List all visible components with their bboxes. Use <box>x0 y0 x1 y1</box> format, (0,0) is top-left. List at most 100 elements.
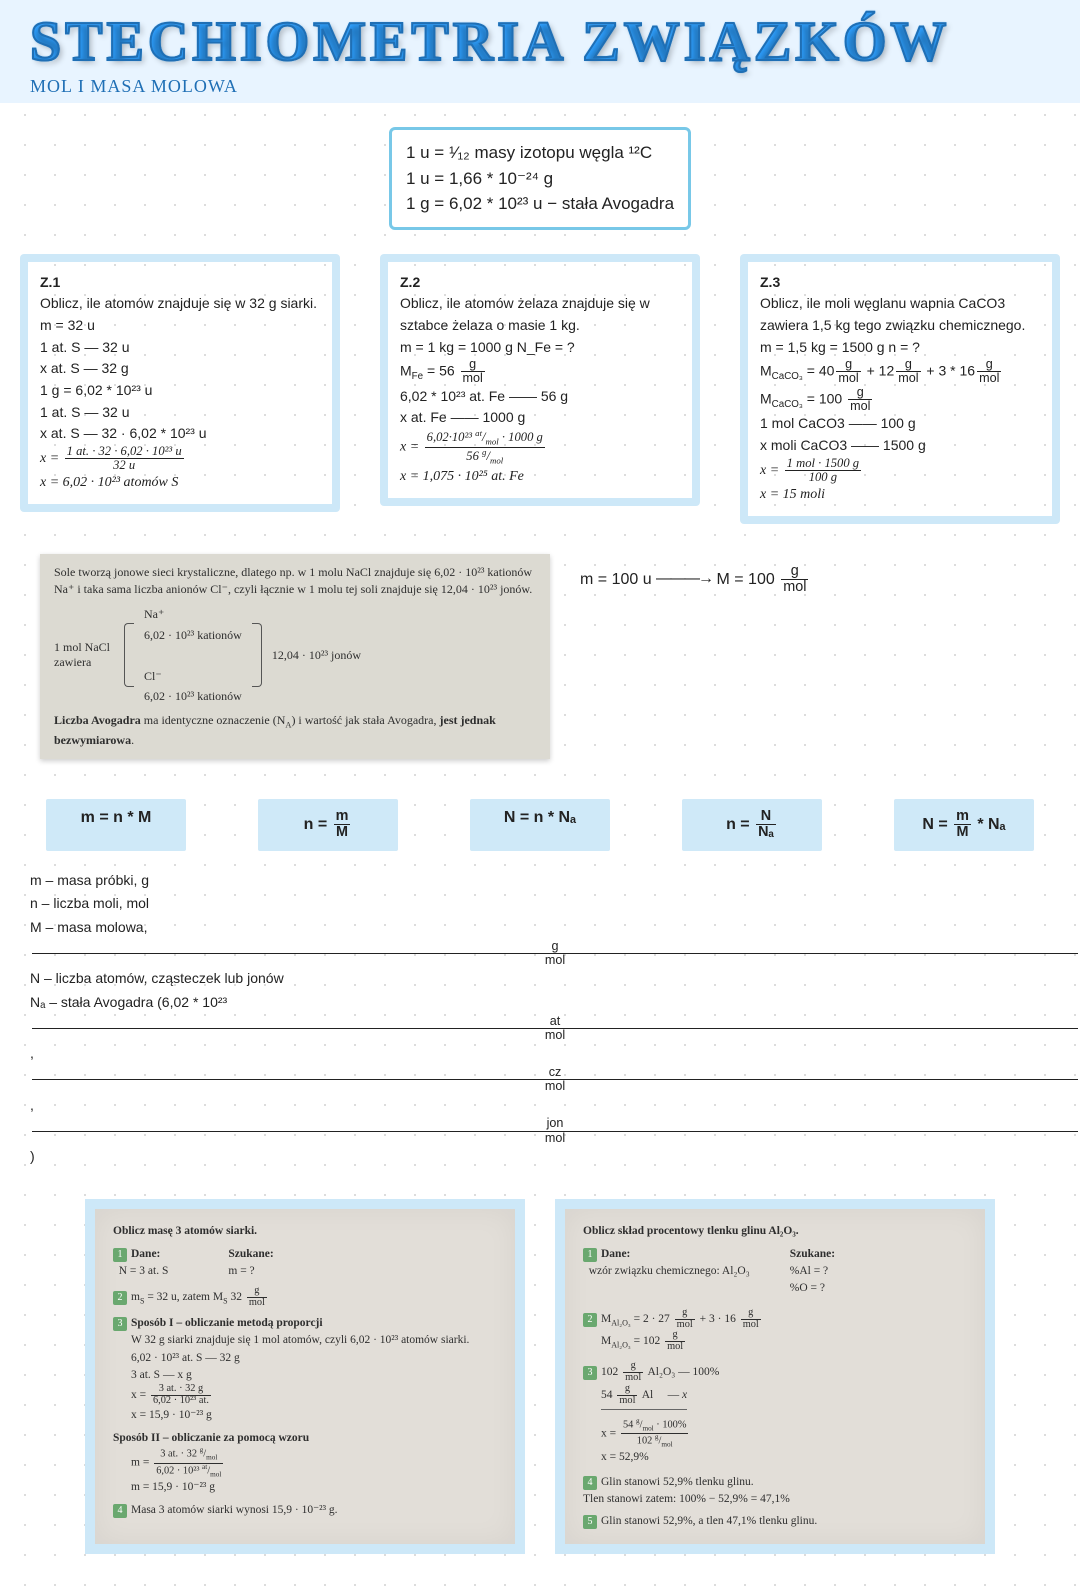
wk1-title: Oblicz masę 3 atomów siarki. <box>113 1225 257 1237</box>
wk1-s2: mS = 32 u, zatem MS 32 gmol <box>131 1291 269 1303</box>
wk1-sp2a: m = 3 at. · 32 g/mol6,02 · 10²³ at/mol <box>131 1447 497 1478</box>
worked-example-2: Oblicz skład procentowy tlenku glinu Al₂… <box>555 1199 995 1554</box>
formula-N: N = n * Nₐ <box>470 799 610 850</box>
aside-mass-molar: m = 100 u ———→ M = 100 gmol <box>580 564 980 595</box>
z1-l0: m = 32 u <box>40 315 320 337</box>
wk2-s3d: x = 52,9% <box>601 1449 967 1466</box>
wk1-ans: Masa 3 atomów siarki wynosi 15,9 · 10⁻²³… <box>131 1504 338 1516</box>
wk1-sp1d: x = 3 at. · 32 g6,02 · 10²³ at. <box>131 1384 497 1407</box>
z1-l6: x = 1 at. · 32 · 6,02 · 10²³ u32 u <box>40 445 320 472</box>
z2-l5: x = 1,075 · 10²⁵ at. Fe <box>400 466 680 488</box>
step-badge-5b: 5 <box>583 1515 597 1529</box>
legend-m: m – masa próbki, g <box>30 869 1080 893</box>
step-badge-4: 4 <box>113 1504 127 1518</box>
z1-l3: 1 g = 6,02 * 10²³ u <box>40 380 320 402</box>
z3-l5: x = 1 mol · 1500 g100 g <box>760 457 1040 484</box>
z3-head: Z.3 <box>760 272 1040 294</box>
step-badge-1b: 1 <box>583 1248 597 1262</box>
wk1-szuk: m = ? <box>228 1265 254 1277</box>
z1-l7: x = 6,02 · 10²³ atomów S <box>40 472 320 494</box>
textbook-row: Sole tworzą jonowe sieci krystaliczne, d… <box>40 554 1050 760</box>
textbook-p1: Sole tworzą jonowe sieci krystaliczne, d… <box>54 564 536 599</box>
def-line-1: 1 u = ¹⁄₁₂ masy izotopu węgla ¹²C <box>406 140 674 166</box>
textbook-p2: Liczba Avogadra ma identyczne oznaczenie… <box>54 712 536 749</box>
worked-example-1: Oblicz masę 3 atomów siarki. 1 Dane: N = … <box>85 1199 525 1554</box>
wk2-s2a: MAl₂O₃ = 2 · 27 gmol + 3 · 16 gmol <box>601 1313 763 1325</box>
wk1-sp1e: x = 15,9 · 10⁻²³ g <box>131 1407 497 1424</box>
exercise-z3: Z.3 Oblicz, ile moli węglanu wapnia CaCO… <box>740 254 1060 524</box>
z3-l3: 1 mol CaCO3 —— 100 g <box>760 413 1040 435</box>
def-line-3: 1 g = 6,02 * 10²³ u − stała Avogadra <box>406 191 674 217</box>
wk1-sp2b: m = 15,9 · 10⁻²³ g <box>131 1479 497 1496</box>
textbook-excerpt: Sole tworzą jonowe sieci krystaliczne, d… <box>40 554 550 760</box>
page-title: STECHIOMETRIA ZWIĄZKÓW <box>30 10 1050 74</box>
page-subtitle: MOL I MASA MOLOWA <box>30 76 1050 97</box>
z2-head: Z.2 <box>400 272 680 294</box>
wk2-s2b: MAl₂O₃ = 102 gmol <box>601 1330 967 1353</box>
z3-prompt: Oblicz, ile moli węglanu wapnia CaCO3 za… <box>760 293 1040 336</box>
wk2-s3a: 102 gmol Al₂O₃ — 100% <box>601 1366 719 1378</box>
wk1-sp1h: Sposób I – obliczanie metodą proporcji <box>131 1317 323 1329</box>
formula-n2: n = NNₐ <box>682 799 822 850</box>
legend-M: M – masa molowa, gmol <box>30 916 1080 967</box>
z2-l1: MFe = 56 gmol <box>400 358 680 385</box>
wk2-s3c: x = 54 g/mol · 100%102 g/mol <box>601 1418 967 1449</box>
wk1-dane: N = 3 at. S <box>119 1265 169 1277</box>
step-badge-4b: 4 <box>583 1476 597 1490</box>
wk1-sp2h: Sposób II – obliczanie za pomocą wzoru <box>113 1432 309 1444</box>
definitions-box: 1 u = ¹⁄₁₂ masy izotopu węgla ¹²C 1 u = … <box>389 127 691 230</box>
wk2-szuk: %Al = ?%O = ? <box>790 1265 828 1294</box>
exercises-row: Z.1 Oblicz, ile atomów znajduje się w 32… <box>0 230 1080 524</box>
formula-row: m = n * M n = mM N = n * Nₐ n = NNₐ N = … <box>20 799 1060 850</box>
z1-head: Z.1 <box>40 272 320 294</box>
z3-l0: m = 1,5 kg = 1500 g n = ? <box>760 337 1040 359</box>
formula-N2: N = mM * Nₐ <box>894 799 1034 850</box>
legend-n: n – liczba moli, mol <box>30 892 1080 916</box>
z2-l4: x = 6,02·10²³ at/mol · 1000 g56 g/mol <box>400 429 680 466</box>
z1-l4: 1 at. S — 32 u <box>40 402 320 424</box>
formula-n: n = mM <box>258 799 398 850</box>
wk2-s4: Glin stanowi 52,9% tlenku glinu.Tlen sta… <box>583 1476 790 1505</box>
wk1-dane-label: Dane: <box>131 1248 160 1260</box>
z1-l5: x at. S — 32 · 6,02 * 10²³ u <box>40 423 320 445</box>
wk2-s3b: 54 gmol Al — x <box>601 1384 687 1410</box>
legend: m – masa próbki, g n – liczba moli, mol … <box>30 869 1080 1169</box>
def-line-2: 1 u = 1,66 * 10⁻²⁴ g <box>406 166 674 192</box>
z1-l1: 1 at. S — 32 u <box>40 337 320 359</box>
z2-l2: 6,02 * 10²³ at. Fe —— 56 g <box>400 386 680 408</box>
exercise-z2: Z.2 Oblicz, ile atomów żelaza znajduje s… <box>380 254 700 506</box>
legend-N: N – liczba atomów, cząsteczek lub jonów <box>30 967 1080 991</box>
z3-l2: MCaCO₃ = 100 gmol <box>760 386 1040 413</box>
bracket-mid: Na⁺6,02 · 10²³ kationówCl⁻6,02 · 10²³ ka… <box>144 604 242 706</box>
wk1-szuk-label: Szukane: <box>228 1248 273 1260</box>
legend-Na: Nₐ – stała Avogadra (6,02 * 10²³ atmol, … <box>30 991 1080 1169</box>
wk2-dane-label: Dane: <box>601 1248 630 1260</box>
title-band: STECHIOMETRIA ZWIĄZKÓW MOL I MASA MOLOWA <box>0 0 1080 103</box>
exercise-z1: Z.1 Oblicz, ile atomów znajduje się w 32… <box>20 254 340 513</box>
step-badge-3b: 3 <box>583 1366 597 1380</box>
wk2-szuk-label: Szukane: <box>790 1248 835 1260</box>
wk1-sp1c: 3 at. S — x g <box>131 1367 497 1384</box>
step-badge-3: 3 <box>113 1317 127 1331</box>
z3-l4: x moli CaCO3 —— 1500 g <box>760 435 1040 457</box>
z1-l2: x at. S — 32 g <box>40 358 320 380</box>
z1-prompt: Oblicz, ile atomów znajduje się w 32 g s… <box>40 293 320 315</box>
step-badge-2b: 2 <box>583 1313 597 1327</box>
bracket-right: 12,04 · 10²³ jonów <box>272 647 361 664</box>
worked-row: Oblicz masę 3 atomów siarki. 1 Dane: N = … <box>20 1199 1060 1554</box>
textbook-bracket: 1 mol NaCl zawiera Na⁺6,02 · 10²³ kation… <box>54 604 536 706</box>
step-badge-1: 1 <box>113 1248 127 1262</box>
z2-l0: m = 1 kg = 1000 g N_Fe = ? <box>400 337 680 359</box>
z3-l6: x = 15 moli <box>760 484 1040 506</box>
wk1-sp1a: W 32 g siarki znajduje się 1 mol atomów,… <box>131 1332 497 1349</box>
definitions-wrap: 1 u = ¹⁄₁₂ masy izotopu węgla ¹²C 1 u = … <box>0 127 1080 230</box>
brace-icon <box>124 623 134 687</box>
formula-m: m = n * M <box>46 799 186 850</box>
z3-l1: MCaCO₃ = 40gmol + 12gmol + 3 * 16gmol <box>760 358 1040 385</box>
z2-prompt: Oblicz, ile atomów żelaza znajduje się w… <box>400 293 680 336</box>
z2-l3: x at. Fe —— 1000 g <box>400 407 680 429</box>
wk2-title: Oblicz skład procentowy tlenku glinu Al₂… <box>583 1225 799 1237</box>
step-badge-2: 2 <box>113 1291 127 1305</box>
bracket-left: 1 mol NaCl zawiera <box>54 640 114 671</box>
wk1-sp1b: 6,02 · 10²³ at. S — 32 g <box>131 1350 497 1367</box>
